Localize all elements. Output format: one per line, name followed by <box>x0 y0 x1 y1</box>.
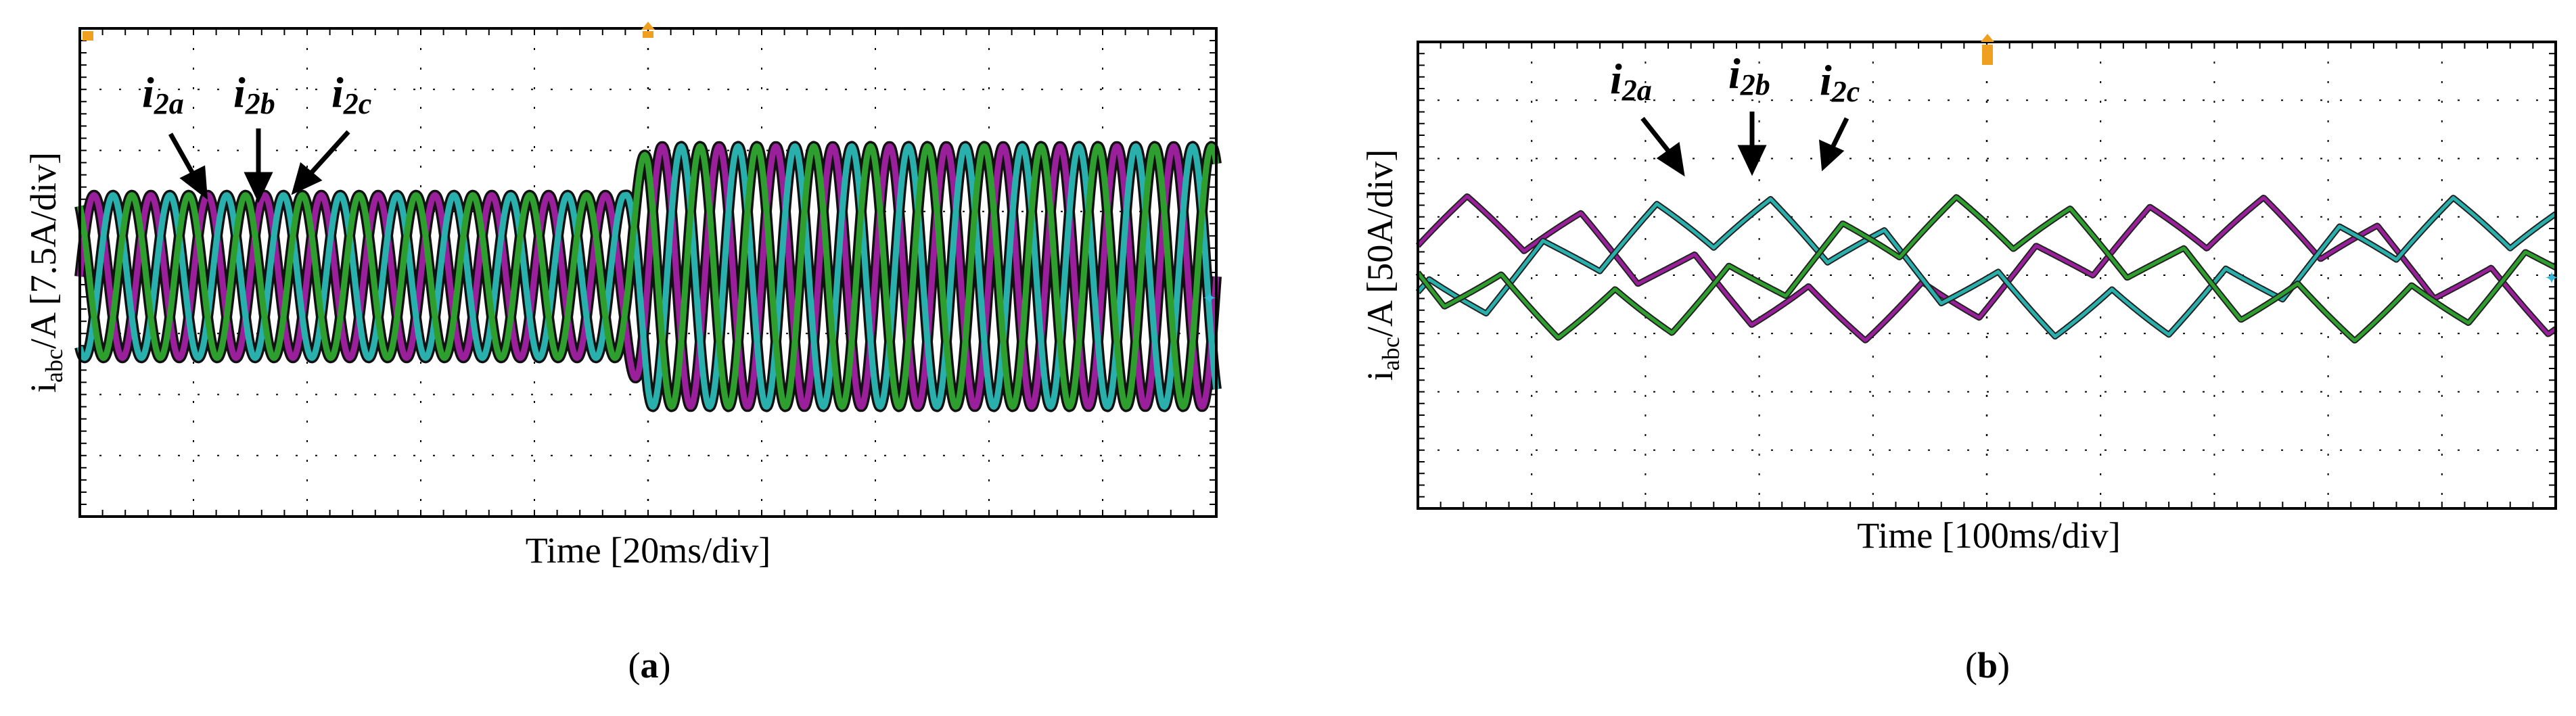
caption-b: (b) <box>1965 645 2010 686</box>
label-i2a-b: i2a <box>1610 55 1652 107</box>
traces-a <box>74 141 1222 412</box>
trigger-marker-a <box>641 22 655 38</box>
ylabel-b: iabc/A [50A/div] <box>1360 149 1404 381</box>
caption-b-open: ( <box>1965 645 1977 686</box>
panel-b: ✦ i2a i2b i2c iabc/A [50A/div] Time [100… <box>1360 34 2559 686</box>
trace-i2c-a <box>76 143 1220 410</box>
label-i2a-sub-a: 2a <box>154 87 184 120</box>
label-i2c-sub-b: 2c <box>1831 75 1860 108</box>
label-i2c-sub-a: 2c <box>343 87 372 120</box>
svg-text:i2c: i2c <box>331 68 371 120</box>
trace-i2b-a <box>76 143 1220 410</box>
arrows-b <box>1640 112 1849 177</box>
label-i2b-b: i2b <box>1728 49 1770 101</box>
ylabel-b-sub: abc <box>1377 337 1404 371</box>
channel-marker-a <box>83 31 93 41</box>
arrow-i2a-b <box>1640 116 1673 156</box>
svg-text:i2c: i2c <box>1820 56 1860 108</box>
ylabel-b-prefix: i <box>1360 371 1400 381</box>
svg-text:i2b: i2b <box>233 68 275 120</box>
caption-a-open: ( <box>628 645 641 686</box>
trace-i2c-b <box>1417 195 2557 343</box>
label-i2c-main-b: i <box>1820 56 1832 104</box>
label-i2b-main-b: i <box>1728 49 1741 97</box>
cyan-reference-marker-a: ✦ <box>1202 289 1217 308</box>
label-i2a-sub-b: 2a <box>1622 74 1652 107</box>
label-i2b-a: i2b <box>233 68 275 120</box>
ylabel-a-suffix: /A [7.5A/div] <box>23 152 64 349</box>
ylabel-a: iabc/A [7.5A/div] <box>23 152 68 393</box>
svg-text:i2b: i2b <box>1728 49 1770 101</box>
ylabel-b-suffix: /A [50A/div] <box>1360 149 1400 337</box>
svg-text:i2a: i2a <box>1610 55 1652 107</box>
xlabel-b: Time [100ms/div] <box>1857 515 2121 556</box>
label-i2c-b: i2c <box>1820 56 1860 108</box>
arrow-i2c-b <box>1829 117 1849 150</box>
label-i2a-main-b: i <box>1610 55 1622 103</box>
panel-a: ✦ i2a i2b i2c iabc/A [7.5A/div] Time [20… <box>23 22 1222 686</box>
xlabel-a: Time [20ms/div] <box>526 530 771 571</box>
trace-i2a-a <box>76 143 1220 410</box>
label-i2c-a: i2c <box>331 68 371 120</box>
trigger-marker-b <box>1981 34 1994 65</box>
label-i2a-a: i2a <box>142 68 184 120</box>
traces-b <box>1415 193 2558 344</box>
arrow-i2c-a <box>308 130 350 176</box>
caption-a: (a) <box>628 645 671 686</box>
label-i2c-main-a: i <box>331 68 344 116</box>
label-i2b-sub-a: 2b <box>245 87 275 120</box>
trace-i2a-b <box>1417 195 2557 342</box>
trace-i2b-b <box>1417 196 2557 339</box>
caption-b-letter: b <box>1977 645 1998 686</box>
caption-b-close: ) <box>1998 645 2010 686</box>
label-i2b-sub-b: 2b <box>1740 68 1770 101</box>
ylabel-a-prefix: i <box>23 383 64 393</box>
arrow-i2a-a <box>168 133 198 178</box>
caption-a-close: ) <box>659 645 671 686</box>
label-i2a-main-a: i <box>142 68 154 116</box>
caption-a-letter: a <box>641 645 659 686</box>
arrows-a <box>168 128 350 204</box>
svg-text:i2a: i2a <box>142 68 184 120</box>
label-i2b-main-a: i <box>233 68 246 116</box>
cyan-reference-marker-b: ✦ <box>2544 268 2559 288</box>
ylabel-a-sub: abc <box>41 349 68 383</box>
